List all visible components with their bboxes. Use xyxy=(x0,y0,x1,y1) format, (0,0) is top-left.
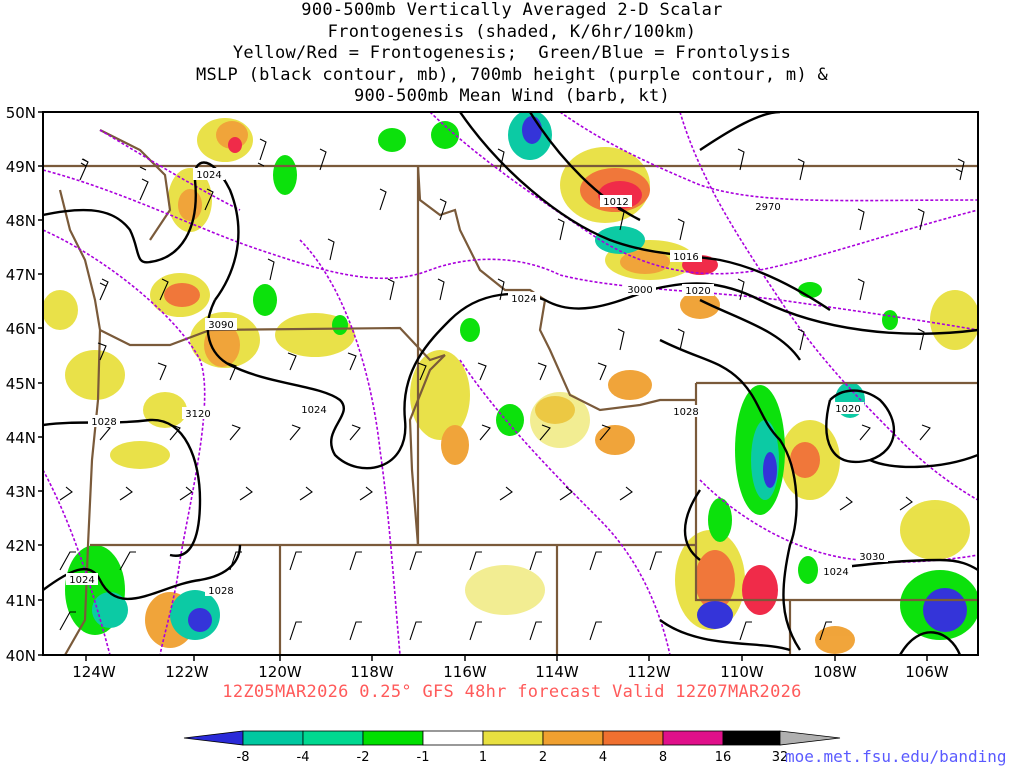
map-title: 900-500mb Vertically Averaged 2-D Scalar… xyxy=(0,0,1024,108)
lat-labels: 50N 49N 48N 47N 46N 45N 44N 43N 42N 41N … xyxy=(6,104,36,665)
lat-label: 41N xyxy=(6,592,36,610)
lat-label: 46N xyxy=(6,320,36,338)
contour-labels: 1024 1012 1016 1020 1024 1024 1028 1024 … xyxy=(66,168,888,597)
colorbar-label: 2 xyxy=(539,750,547,765)
lon-label: 122W xyxy=(165,663,209,681)
title-line-5: 900-500mb Mean Wind (barb, kt) xyxy=(353,86,671,106)
colorbar-labels: -8 -4 -2 -1 1 2 4 8 16 32 xyxy=(237,750,789,765)
lon-label: 118W xyxy=(350,663,394,681)
colorbar xyxy=(183,730,841,746)
lat-label: 43N xyxy=(6,483,36,501)
colorbar-label: -4 xyxy=(297,750,310,765)
mslp-label: 1016 xyxy=(673,252,698,263)
lon-label: 110W xyxy=(720,663,764,681)
lat-label: 48N xyxy=(6,212,36,230)
forecast-valid-footer: 12Z05MAR2026 0.25° GFS 48hr forecast Val… xyxy=(222,682,802,702)
colorbar-swatch xyxy=(302,730,364,746)
colorbar-label: -1 xyxy=(417,750,430,765)
mslp-label: 1028 xyxy=(673,407,698,418)
axis-ticks xyxy=(38,111,928,661)
colorbar-label: 1 xyxy=(479,750,487,765)
mslp-label: 1024 xyxy=(196,170,221,181)
lon-labels: 124W 122W 120W 118W 116W 114W 112W 110W … xyxy=(72,663,949,681)
lat-label: 49N xyxy=(6,158,36,176)
colorbar-label: -2 xyxy=(357,750,370,765)
lon-label: 116W xyxy=(443,663,487,681)
height-label: 3120 xyxy=(185,409,210,420)
lat-label: 45N xyxy=(6,375,36,393)
lon-label: 120W xyxy=(258,663,302,681)
title-line-1: 900-500mb Vertically Averaged 2-D Scalar xyxy=(301,0,723,20)
mslp-label: 1028 xyxy=(208,586,233,597)
colorbar-swatch xyxy=(242,730,304,746)
colorbar-swatch xyxy=(183,730,244,746)
title-line-2: Frontogenesis (shaded, K/6hr/100km) xyxy=(327,21,697,42)
mslp-label: 1028 xyxy=(91,417,116,428)
colorbar-label: 32 xyxy=(772,750,789,765)
colorbar-swatch xyxy=(482,730,544,746)
mslp-label: 1012 xyxy=(603,197,628,208)
lat-label: 50N xyxy=(6,104,36,122)
mslp-label: 1024 xyxy=(511,294,536,305)
lon-label: 112W xyxy=(627,663,671,681)
colorbar-label: 16 xyxy=(715,750,732,765)
height-contours xyxy=(43,112,978,655)
wind-barbs xyxy=(59,138,965,641)
title-line-3: Yellow/Red = Frontogenesis; Green/Blue =… xyxy=(232,43,792,63)
colorbar-label: 8 xyxy=(659,750,667,765)
mslp-label: 1020 xyxy=(685,286,710,297)
lat-label: 44N xyxy=(6,429,36,447)
colorbar-swatch xyxy=(662,730,724,746)
mslp-label: 1024 xyxy=(823,567,848,578)
colorbar-swatch xyxy=(362,730,424,746)
lon-label: 108W xyxy=(813,663,857,681)
lon-label: 124W xyxy=(72,663,116,681)
source-credit-link[interactable]: moe.met.fsu.edu/banding xyxy=(785,747,1007,766)
lat-label: 40N xyxy=(6,647,36,665)
lon-label: 114W xyxy=(535,663,579,681)
colorbar-swatch xyxy=(422,730,484,746)
lat-label: 42N xyxy=(6,537,36,555)
height-label: 3090 xyxy=(208,320,233,331)
height-label: 3030 xyxy=(859,552,884,563)
lat-label: 47N xyxy=(6,266,36,284)
lon-label: 106W xyxy=(905,663,949,681)
mslp-label: 1024 xyxy=(301,405,326,416)
colorbar-swatch xyxy=(779,730,841,746)
mslp-label: 1020 xyxy=(835,404,860,415)
mslp-label: 1024 xyxy=(69,575,94,586)
colorbar-swatch xyxy=(602,730,664,746)
colorbar-label: -8 xyxy=(237,750,250,765)
map-panel: 1024 1012 1016 1020 1024 1024 1028 1024 … xyxy=(43,112,978,655)
colorbar-swatch xyxy=(542,730,604,746)
height-label: 3000 xyxy=(627,285,652,296)
title-line-4: MSLP (black contour, mb), 700mb height (… xyxy=(195,64,829,85)
height-label: 2970 xyxy=(755,202,780,213)
colorbar-swatch xyxy=(722,730,781,746)
colorbar-label: 4 xyxy=(599,750,607,765)
